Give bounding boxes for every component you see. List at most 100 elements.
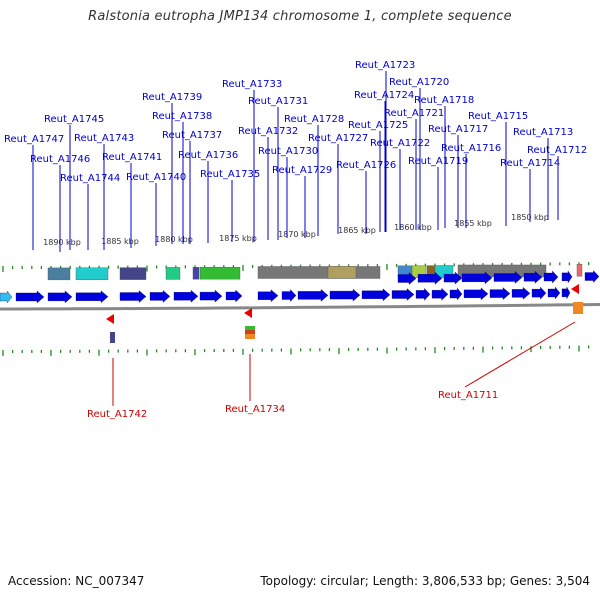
- forward-gene-arrow: [463, 287, 489, 301]
- forward-gene-arrow: [511, 287, 531, 300]
- forward-gene-arrow: [225, 289, 243, 303]
- map-title: Ralstonia eutropha JMP134 chromosome 1, …: [88, 9, 512, 24]
- gene-arrow-track: [0, 270, 600, 304]
- gene-label-top: Reut_A1725: [348, 120, 408, 131]
- gene-label-top: Reut_A1740: [126, 172, 186, 183]
- gene-label-top: Reut_A1723: [355, 60, 415, 71]
- gene-label-top: Reut_A1715: [468, 111, 528, 122]
- gene-label-top: Reut_A1735: [200, 169, 260, 180]
- forward-gene-arrow: [119, 290, 147, 303]
- gene-label-top: Reut_A1743: [74, 133, 134, 144]
- gene-label-bottom: Reut_A1734: [225, 404, 285, 415]
- gene-label-top: Reut_A1741: [102, 152, 162, 163]
- reverse-strand-genes: [106, 284, 583, 343]
- forward-gene-arrow: [543, 270, 559, 284]
- forward-gene-arrow: [415, 287, 431, 301]
- forward-gene-arrow: [523, 270, 543, 284]
- feature-block: [257, 266, 381, 279]
- kbp-label: 1860 kbp: [394, 223, 432, 232]
- gene-label-bottom: Reut_A1742: [87, 409, 147, 420]
- chromosome-backbone: [0, 303, 600, 311]
- forward-gene-arrow: [75, 290, 109, 304]
- feature-block: [47, 267, 71, 281]
- forward-gene-arrow: [417, 271, 443, 285]
- gene-label-top: Reut_A1716: [441, 143, 501, 154]
- kbp-label: 1870 kbp: [278, 230, 316, 239]
- forward-gene-arrow: [15, 290, 45, 304]
- forward-gene-arrow: [281, 289, 297, 302]
- label-leader-lines: [32, 71, 576, 406]
- forward-gene-arrow: [561, 286, 571, 299]
- feature-block: [199, 266, 241, 280]
- gene-labels: Reut_A1747 Reut_A1746 Reut_A1745 Reut_A1744…: [4, 60, 587, 420]
- forward-gene-arrow: [493, 271, 523, 284]
- forward-gene-arrow: [584, 270, 600, 283]
- kbp-label: 1885 kbp: [101, 237, 139, 246]
- forward-gene-arrow: [361, 288, 391, 302]
- forward-gene-arrow: [149, 290, 171, 303]
- gene-label-top: Reut_A1738: [152, 111, 212, 122]
- gene-label-top: Reut_A1732: [238, 126, 298, 137]
- reverse-feature-block: [573, 302, 583, 314]
- gene-label-top: Reut_A1731: [248, 96, 308, 107]
- kbp-label: 1865 kbp: [338, 226, 376, 235]
- forward-gene-arrow: [329, 288, 361, 302]
- reverse-gene-arrow: [571, 284, 579, 294]
- gene-label-top: Reut_A1722: [370, 138, 430, 149]
- forward-gene-arrow: [561, 270, 573, 284]
- kbp-scale: 1890 kbp 1885 kbp 1880 kbp 1875 kbp 1870 kbp…: [43, 213, 549, 247]
- gene-label-top: Reut_A1724: [354, 90, 414, 101]
- feature-block: [75, 267, 109, 280]
- forward-gene-arrow: [173, 289, 199, 303]
- feature-block: [192, 267, 200, 280]
- gene-label-top: Reut_A1747: [4, 134, 64, 145]
- gene-label-top: Reut_A1720: [389, 77, 449, 88]
- reverse-feature-block: [245, 330, 255, 334]
- kbp-label: 1890 kbp: [43, 238, 81, 247]
- forward-gene-arrow: [297, 289, 329, 302]
- kbp-label: 1875 kbp: [219, 234, 257, 243]
- gene-label-top: Reut_A1713: [513, 127, 573, 138]
- gene-label-top: Reut_A1726: [336, 160, 396, 171]
- forward-gene-arrow: [531, 286, 547, 300]
- feature-block: [576, 264, 583, 277]
- forward-gene-arrow: [431, 287, 449, 301]
- gene-label-top: Reut_A1728: [284, 114, 344, 125]
- forward-gene-arrow: [397, 272, 417, 285]
- forward-gene-arrow: [449, 287, 463, 301]
- kbp-label: 1880 kbp: [155, 235, 193, 244]
- gene-label-bottom: Reut_A1711: [438, 390, 498, 401]
- chromosome-line: [0, 303, 600, 311]
- feature-block: [327, 266, 357, 279]
- gene-label-top: Reut_A1729: [272, 165, 332, 176]
- gene-label-top: Reut_A1719: [408, 156, 468, 167]
- gene-label-top: Reut_A1712: [527, 145, 587, 156]
- kbp-label: 1855 kbp: [454, 219, 492, 228]
- gene-label-top: Reut_A1745: [44, 114, 104, 125]
- forward-gene-arrow: [47, 290, 73, 304]
- forward-gene-arrow: [489, 287, 511, 300]
- gene-label-top: Reut_A1737: [162, 130, 222, 141]
- gene-label-top: Reut_A1733: [222, 79, 282, 90]
- forward-gene-arrow: [0, 290, 13, 304]
- gene-label-top: Reut_A1727: [308, 133, 368, 144]
- feature-block: [165, 267, 181, 280]
- reverse-gene-arrow: [106, 314, 114, 324]
- forward-gene-arrow: [199, 289, 223, 303]
- footer-accession: Accession: NC_007347: [8, 574, 145, 588]
- leader-line: [464, 321, 576, 388]
- reverse-feature-block: [245, 326, 255, 330]
- forward-gene-arrow: [443, 271, 463, 285]
- forward-gene-arrow: [257, 289, 279, 303]
- footer-genome-info: Topology: circular; Length: 3,806,533 bp…: [260, 574, 590, 588]
- forward-gene-arrow: [391, 288, 415, 301]
- feature-block: [119, 267, 147, 280]
- gene-label-top: Reut_A1736: [178, 150, 238, 161]
- gene-label-top: Reut_A1746: [30, 154, 90, 165]
- gene-label-top: Reut_A1739: [142, 92, 202, 103]
- gene-label-top: Reut_A1717: [428, 124, 488, 135]
- reverse-gene-arrow: [244, 308, 252, 318]
- gene-label-top: Reut_A1730: [258, 146, 318, 157]
- gene-label-top: Reut_A1744: [60, 173, 120, 184]
